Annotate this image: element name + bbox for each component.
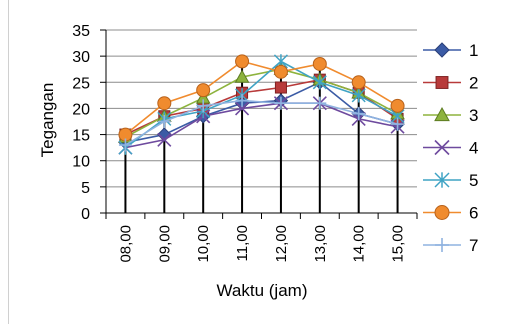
data-point-plus: [235, 94, 249, 108]
marker-x: [434, 139, 450, 156]
legend-item: 5: [423, 171, 478, 190]
frame-border: [8, 0, 9, 324]
legend-label: 5: [469, 171, 478, 190]
legend-item: 2: [423, 74, 478, 93]
data-point-plus: [352, 107, 366, 121]
y-tick-label: 25: [72, 75, 90, 92]
y-tick-label: 0: [81, 206, 90, 223]
series-6: [118, 54, 405, 142]
marker-plus: [435, 238, 449, 252]
data-point-circle: [273, 64, 288, 79]
legend-item: 6: [423, 204, 478, 223]
data-point-square: [274, 81, 287, 94]
series-7: [118, 94, 405, 152]
y-tick-label: 20: [72, 101, 90, 118]
y-tick-label: 15: [72, 128, 90, 145]
x-tick-label: 12,00: [273, 225, 290, 263]
x-tick-label: 13,00: [312, 225, 329, 263]
data-point-circle: [196, 83, 211, 98]
data-point-plus: [118, 138, 132, 152]
legend: 1 2 3 4 5 6 7: [423, 41, 478, 255]
x-tick-label: 14,00: [351, 225, 368, 263]
legend-label: 1: [469, 41, 478, 60]
data-point-plus: [391, 117, 405, 131]
y-axis-title: Tegangan: [38, 83, 57, 158]
y-tick-label: 5: [81, 180, 90, 197]
y-tick-label: 35: [72, 23, 90, 40]
data-point-circle: [351, 75, 366, 90]
x-axis-title: Waktu (jam): [217, 281, 308, 300]
x-tick-label: 08,00: [117, 225, 134, 263]
data-point-plus: [274, 96, 288, 110]
gridlines: [106, 29, 417, 188]
y-tick-label: 10: [72, 154, 90, 171]
data-point-star: [312, 75, 327, 90]
marker-circle: [434, 205, 450, 220]
data-point-circle: [157, 96, 172, 111]
data-point-circle: [390, 98, 405, 113]
marker-star: [434, 172, 450, 188]
marker-square: [435, 76, 449, 89]
marker-x-stroke: [234, 101, 250, 116]
legend-label: 4: [469, 139, 478, 158]
series-line: [125, 99, 398, 146]
legend-label: 7: [469, 236, 478, 255]
marker-triangle: [434, 106, 450, 122]
legend-label: 2: [469, 74, 478, 93]
data-point-plus: [157, 115, 171, 128]
data-point-triangle: [234, 69, 250, 83]
legend-item: 7: [423, 236, 478, 255]
series-line: [125, 102, 398, 149]
data-point-x: [157, 132, 172, 147]
legend-item: 3: [423, 106, 478, 125]
data-point-plus: [196, 99, 210, 113]
axis-labels: Tegangan Waktu (jam): [38, 83, 308, 300]
marker-diamond: [434, 42, 450, 58]
x-tick-label: 11,00: [234, 225, 251, 261]
axes: 0 5 10 15 20 25 30 35 08,00 09,00 10,00 11,00 12,00 1…: [72, 23, 418, 263]
data-point-plus: [313, 96, 327, 110]
data-point-circle: [235, 54, 250, 69]
data-point-star: [351, 88, 366, 103]
data-point-circle: [312, 56, 327, 71]
x-tick-label: 15,00: [390, 225, 407, 263]
marker-x-stroke: [434, 139, 450, 156]
legend-item: 4: [423, 139, 478, 158]
series-line: [124, 60, 398, 149]
legend-label: 3: [469, 106, 478, 125]
legend-label: 6: [469, 204, 478, 223]
x-tick-label: 09,00: [156, 225, 173, 263]
marker-x-stroke: [157, 132, 172, 147]
legend-item: 1: [423, 41, 478, 60]
series-group: [118, 54, 405, 155]
x-tick-label: 10,00: [195, 225, 212, 263]
data-point-x: [234, 101, 250, 116]
y-tick-label: 30: [72, 49, 90, 66]
